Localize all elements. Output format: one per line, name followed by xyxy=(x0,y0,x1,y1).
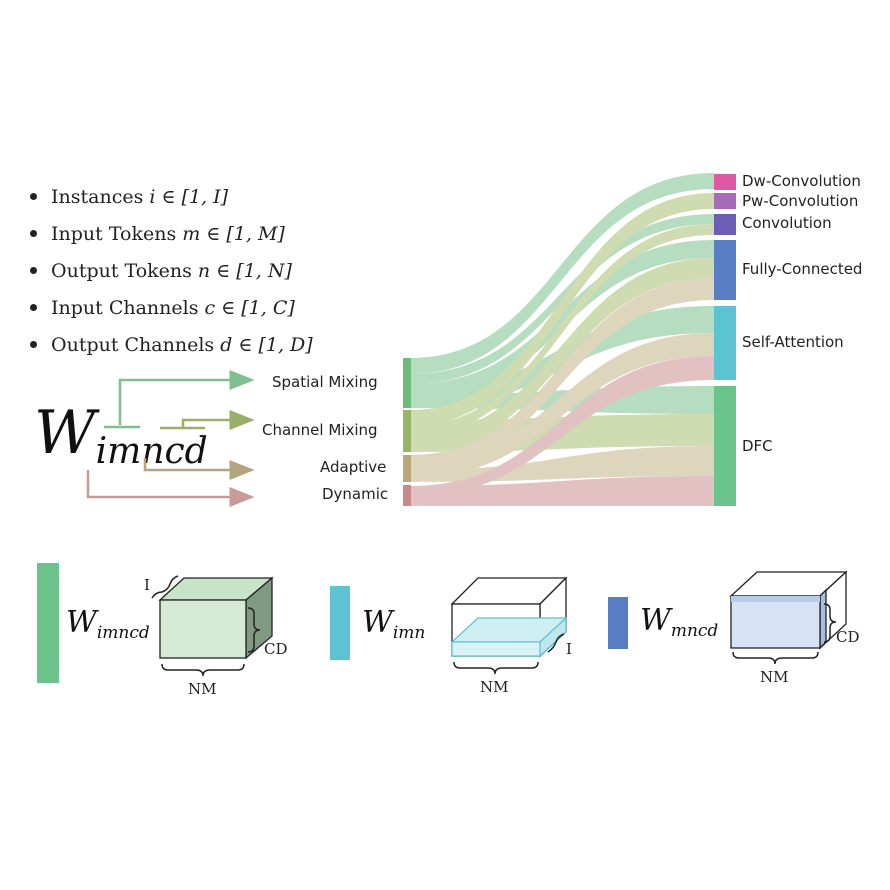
bullet-dot-icon xyxy=(30,341,37,348)
cube-imn-slab xyxy=(450,616,568,658)
weight-symbol: W xyxy=(34,398,96,468)
cube-imncd xyxy=(158,576,274,660)
target-bar-self-attention xyxy=(714,306,736,380)
cube-imncd-dim-cd: CD xyxy=(264,640,288,658)
index-definitions-list: Instances i ∈ [1, I] Input Tokens m ∈ [1, … xyxy=(30,178,313,363)
cube-imncd-braces xyxy=(151,575,261,677)
cube-mncd-dim-nm: NM xyxy=(760,668,788,686)
cube-imn-braces xyxy=(453,633,565,675)
cube-imncd-dim-i: I xyxy=(144,576,150,594)
legend-swatch-dfc xyxy=(37,563,59,683)
target-bar-fully-connected xyxy=(714,240,736,300)
arrow-spatial xyxy=(118,370,255,425)
weight-tensor-notation: Wimncd xyxy=(34,398,208,472)
flow-adaptive-sa xyxy=(410,333,714,478)
list-item: Instances i ∈ [1, I] xyxy=(30,178,313,215)
flow-channel-conv xyxy=(410,224,714,436)
target-label-fully-connected: Fully-Connected xyxy=(742,260,863,278)
source-bar-spatial xyxy=(403,358,411,408)
list-item: Output Channels d ∈ [1, D] xyxy=(30,326,313,363)
source-bar-dynamic xyxy=(403,485,411,506)
target-label-pw-convolution: Pw-Convolution xyxy=(742,192,859,210)
flow-dynamic-dfc xyxy=(410,476,714,506)
bullet-label: Output Tokens xyxy=(51,259,192,282)
subscript-arrows xyxy=(86,370,255,507)
list-item: Input Tokens m ∈ [1, M] xyxy=(30,215,313,252)
legend-swatch-fully-connected xyxy=(608,597,628,649)
arrow-channel xyxy=(181,410,255,430)
mixing-label-dynamic: Dynamic xyxy=(322,485,389,503)
bullet-math: n ∈ [1, N] xyxy=(197,259,292,282)
list-item: Input Channels c ∈ [1, C] xyxy=(30,289,313,326)
source-bar-channel xyxy=(403,410,411,452)
cube-imncd-front xyxy=(159,599,247,659)
flow-channel-fc xyxy=(410,258,714,452)
target-bar-dfc xyxy=(714,386,736,506)
target-label-dfc: DFC xyxy=(742,437,773,455)
flow-spatial-conv xyxy=(410,214,714,384)
cube-mncd-dim-cd: CD xyxy=(836,628,860,646)
bullet-math: d ∈ [1, D] xyxy=(220,333,313,356)
bullet-math: m ∈ [1, M] xyxy=(182,222,285,245)
list-item: Output Tokens n ∈ [1, N] xyxy=(30,252,313,289)
bullet-dot-icon xyxy=(30,230,37,237)
cube-mncd-braces xyxy=(732,603,837,665)
bullet-label: Input Tokens xyxy=(51,222,177,245)
cube-imncd-dim-nm: NM xyxy=(188,680,216,698)
source-bar-adaptive xyxy=(403,455,411,482)
target-label-convolution: Convolution xyxy=(742,214,832,232)
bullet-label: Instances xyxy=(51,185,144,208)
bullet-math: c ∈ [1, C] xyxy=(204,296,295,319)
target-label-self-attention: Self-Attention xyxy=(742,333,844,351)
bullet-label: Output Channels xyxy=(51,333,215,356)
legend-swatch-self-attention xyxy=(330,586,350,660)
target-bars xyxy=(714,174,736,506)
sankey-flows xyxy=(410,173,714,506)
bullet-dot-icon xyxy=(30,304,37,311)
bullet-label: Input Channels xyxy=(51,296,199,319)
mixing-label-adaptive: Adaptive xyxy=(320,458,387,476)
target-bar-dw-convolution xyxy=(714,174,736,190)
legend-formula-self-attention: Wimn xyxy=(362,605,425,643)
weight-subscript: imncd xyxy=(95,431,208,472)
cube-imn-dim-nm: NM xyxy=(480,678,508,696)
target-bar-pw-convolution xyxy=(714,193,736,209)
cube-mncd-slice xyxy=(730,588,827,650)
bullet-math: i ∈ [1, I] xyxy=(149,185,229,208)
flow-dynamic-sa xyxy=(410,356,714,496)
source-bars xyxy=(403,358,411,506)
legend-formula-fully-connected: Wmncd xyxy=(640,603,718,641)
flow-spatial-dw xyxy=(410,173,714,374)
flow-channel-pw xyxy=(410,193,714,426)
bullet-dot-icon xyxy=(30,267,37,274)
mixing-label-spatial: Spatial Mixing xyxy=(272,373,378,391)
legend-formula-dfc: Wimncd xyxy=(66,605,150,643)
target-bar-convolution xyxy=(714,214,736,235)
mixing-label-channel: Channel Mixing xyxy=(262,421,378,439)
flow-adaptive-fc xyxy=(410,278,714,470)
target-label-dw-convolution: Dw-Convolution xyxy=(742,172,861,190)
arrow-adaptive xyxy=(143,458,255,480)
arrow-dynamic xyxy=(86,470,255,507)
cube-imn-dim-i: I xyxy=(566,640,572,658)
bullet-dot-icon xyxy=(30,193,37,200)
flow-spatial-fc xyxy=(410,240,714,402)
